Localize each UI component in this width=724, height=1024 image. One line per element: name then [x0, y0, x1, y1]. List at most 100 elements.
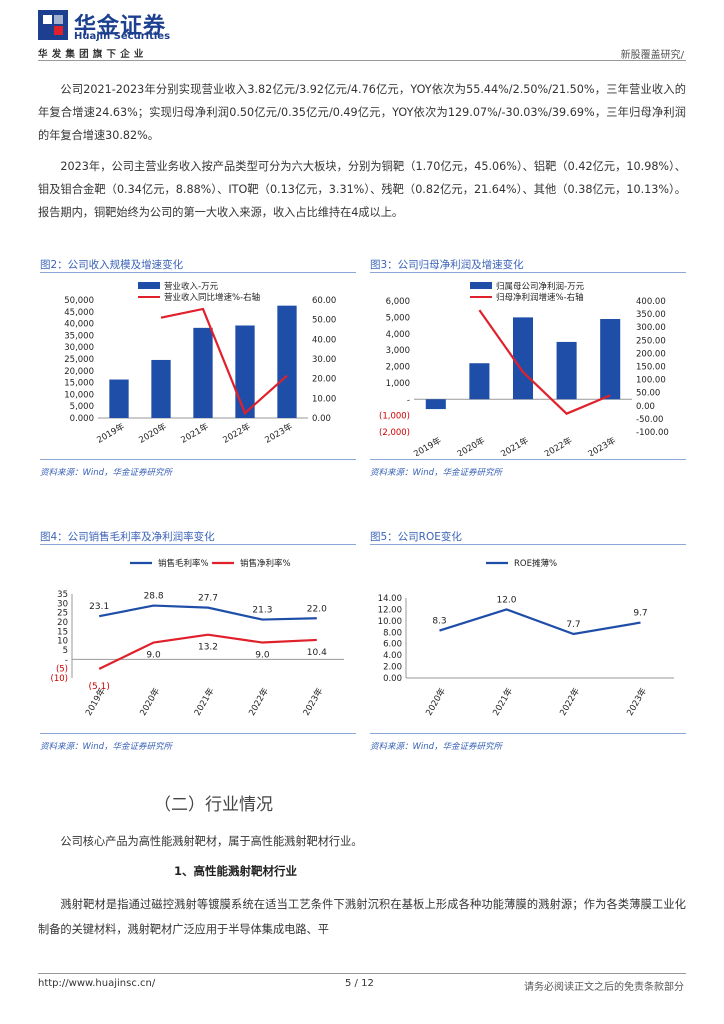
y-tick-label: 6.00	[383, 640, 402, 650]
section-intro: 公司核心产品为高性能溅射靶材，属于高性能溅射靶材行业。	[38, 830, 686, 853]
y-tick-label: 25	[57, 609, 68, 619]
data-label: 9.0	[146, 651, 161, 661]
y-right-tick-label: 100.00	[636, 376, 666, 386]
x-tick-label: 2020年	[455, 435, 487, 456]
group-tagline: 华发集团旗下企业	[38, 49, 148, 60]
footer-disclaimer: 请务必阅读正文之后的免责条款部分	[524, 982, 684, 993]
fig5-title: 图5：公司ROE变化	[370, 531, 462, 543]
y-right-tick-label: 0.00	[636, 402, 655, 412]
page-number: 5 / 12	[345, 978, 374, 989]
x-tick-label: 2020年	[424, 686, 449, 718]
footer-url[interactable]: http://www.huajinsc.cn/	[38, 978, 156, 989]
subsection-heading: 1、高性能溅射靶材行业	[174, 864, 298, 878]
fig3-title: 图3：公司归母净利润及增速变化	[370, 259, 524, 271]
data-label: 10.4	[307, 648, 327, 658]
data-label: 28.8	[144, 592, 164, 602]
bar	[151, 359, 171, 418]
y-tick-label: 10	[57, 637, 68, 647]
x-tick-label: 2023年	[625, 686, 650, 718]
paragraph-text: 2023年，公司主营业务收入按产品类型可分为六大板块，分别为铜靶（1.70亿元，…	[38, 160, 686, 219]
y-right-tick-label: 60.00	[312, 296, 336, 306]
x-tick-label: 2020年	[137, 421, 169, 446]
bar	[600, 319, 621, 400]
data-label: 13.2	[198, 643, 218, 653]
x-tick-label: 2021年	[192, 686, 217, 718]
y-tick-label: 12.00	[378, 605, 402, 615]
y-tick-label: 14.00	[378, 594, 402, 604]
series-line	[98, 604, 317, 621]
report-type: 新股覆盖研究/	[620, 50, 684, 61]
section-body: 溅射靶材是指通过磁控溅射等镀膜系统在适当工艺条件下溅射沉积在基板上形成各种功能薄…	[38, 892, 686, 942]
y-tick-label: (10)	[51, 674, 68, 684]
fig4-source: 资料来源：Wind，华金证券研究所	[40, 742, 173, 752]
data-label: 7.7	[566, 620, 580, 630]
logo-icon	[38, 10, 68, 40]
fig2-bottom-rule	[40, 459, 356, 460]
section-heading: （二）行业情况	[154, 795, 273, 815]
legend-swatch-bar	[138, 282, 160, 289]
x-tick-label: 2023年	[301, 686, 326, 718]
x-tick-label: 2019年	[95, 421, 127, 446]
data-label: 9.7	[633, 609, 647, 619]
y-tick-label: (5)	[56, 665, 68, 675]
y-right-tick-label: 20.00	[312, 375, 336, 385]
bar	[512, 317, 534, 400]
y-left-tick-label: 40,000	[64, 320, 94, 330]
y-left-tick-label: 0.000	[70, 414, 94, 424]
x-tick-label: 2022年	[221, 421, 253, 446]
x-tick-label: 2021年	[491, 686, 516, 718]
y-left-tick-label: 5,000	[70, 402, 94, 412]
y-left-tick-label: 6,000	[386, 297, 410, 307]
bar	[469, 363, 490, 400]
x-tick-label: 2023年	[263, 421, 295, 446]
fig2-title-rule	[40, 272, 356, 273]
y-right-tick-label: 10.00	[312, 394, 336, 404]
fig4-title-rule	[40, 544, 356, 545]
y-tick-label: 0.00	[383, 674, 402, 684]
x-tick-label: 2022年	[246, 686, 271, 718]
y-left-tick-label: (1,000)	[379, 412, 410, 422]
fig2-title: 图2：公司收入规模及增速变化	[40, 259, 184, 271]
x-tick-label: 2021年	[499, 435, 531, 456]
fig2-source: 资料来源：Wind，华金证券研究所	[40, 468, 173, 478]
y-left-tick-label: 20,000	[64, 367, 94, 377]
legend-label: 归属母公司净利润-万元	[496, 281, 585, 292]
y-right-tick-label: 200.00	[636, 349, 666, 359]
fig3-source: 资料来源：Wind，华金证券研究所	[370, 468, 503, 478]
data-label: 9.0	[255, 651, 270, 661]
x-tick-label: 2022年	[558, 686, 583, 718]
growth-line	[478, 309, 611, 415]
data-label: 8.3	[432, 617, 446, 627]
data-label: 12.0	[496, 595, 516, 605]
y-left-tick-label: 2,000	[386, 363, 410, 373]
y-tick-label: 2.00	[383, 663, 402, 673]
fig5-bottom-rule	[370, 733, 686, 734]
fig3-bottom-rule	[370, 459, 686, 460]
fig5-source: 资料来源：Wind，华金证券研究所	[370, 742, 503, 752]
y-right-tick-label: 400.00	[636, 297, 666, 307]
data-label: (5.1)	[89, 682, 110, 692]
y-left-tick-label: 15,000	[64, 379, 94, 389]
y-tick-label: 20	[57, 618, 68, 628]
fig4-title: 图4：公司销售毛利率及净利润率变化	[40, 531, 215, 543]
y-left-tick-label: 30,000	[64, 343, 94, 353]
y-right-tick-label: 250.00	[636, 336, 666, 346]
fig4-bottom-rule	[40, 733, 356, 734]
y-right-tick-label: 300.00	[636, 323, 666, 333]
legend-label: 营业收入同比增速%-右轴	[164, 292, 260, 303]
y-tick-label: 8.00	[383, 628, 402, 638]
paragraph-text: 公司2021-2023年分别实现营业收入3.82亿元/3.92亿元/4.76亿元…	[38, 83, 686, 142]
x-tick-label: 2023年	[586, 435, 618, 456]
y-left-tick-label: 10,000	[64, 390, 94, 400]
fig3-title-rule	[370, 272, 686, 273]
y-tick-label: 5	[63, 646, 68, 656]
body-paragraph-1: 公司2021-2023年分别实现营业收入3.82亿元/3.92亿元/4.76亿元…	[38, 78, 686, 147]
y-right-tick-label: 0.00	[312, 414, 331, 424]
legend-label: 营业收入-万元	[164, 281, 219, 292]
data-label: 21.3	[252, 606, 272, 616]
legend-label: 归母净利润增速%-右轴	[496, 292, 584, 303]
y-tick-label: 30	[57, 599, 68, 609]
y-tick-label: 35	[57, 590, 68, 600]
